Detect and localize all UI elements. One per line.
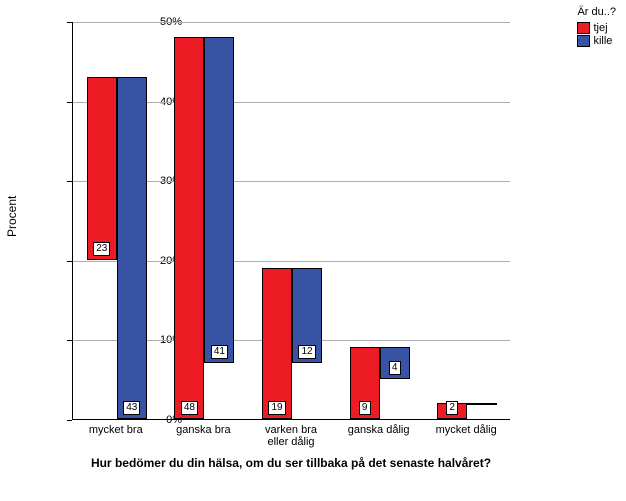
bar-kille: 43 <box>117 77 147 419</box>
bar-value-label: 12 <box>298 345 315 359</box>
bar-tjej: 19 <box>262 268 292 419</box>
bar-group: 2 <box>437 403 497 419</box>
bar-kille: 12 <box>292 268 322 364</box>
plot-area: 234348411912942 <box>72 22 510 420</box>
bar-tjej: 23 <box>87 77 117 260</box>
x-tick-label: ganska bra <box>163 424 243 436</box>
chart-container: Procent 0%10%20%30%40%50% 23434841191294… <box>0 0 626 501</box>
bar-tjej: 48 <box>174 37 204 419</box>
bar-group: 1912 <box>262 268 322 419</box>
x-tick-label: mycket bra <box>76 424 156 436</box>
x-tick-label: ganska dålig <box>339 424 419 436</box>
legend-title: Är du..? <box>577 6 616 18</box>
legend-label: tjej <box>593 22 607 34</box>
bar-value-label: 9 <box>359 401 371 415</box>
legend-label: kille <box>593 35 612 47</box>
x-tick-label: mycket dålig <box>426 424 506 436</box>
legend-swatch <box>577 22 590 34</box>
bar-group: 23 43 <box>87 77 147 419</box>
bar-value-label: 41 <box>211 345 228 359</box>
bar-value-label: 48 <box>181 401 198 415</box>
bar-value-label: 2 <box>446 401 458 415</box>
bar-value-label: 23 <box>93 242 110 256</box>
bar-tjej: 2 <box>437 403 467 419</box>
bar-value-label: 4 <box>389 361 401 375</box>
legend-item-tjej: tjej <box>577 22 616 34</box>
bar-kille: 4 <box>380 347 410 379</box>
bar-kille: 41 <box>204 37 234 363</box>
bar-tjej: 9 <box>350 347 380 419</box>
legend-item-kille: kille <box>577 35 616 47</box>
bar-group: 48 41 <box>174 37 234 419</box>
legend-swatch <box>577 35 590 47</box>
bar-group: 94 <box>350 347 410 419</box>
y-axis-label: Procent <box>5 196 19 237</box>
bar-kille <box>467 403 497 405</box>
bar-value-label: 19 <box>268 401 285 415</box>
x-tick-label: varken braeller dålig <box>251 424 331 448</box>
x-axis-title: Hur bedömer du din hälsa, om du ser till… <box>72 456 510 470</box>
bar-value-label: 43 <box>123 401 140 415</box>
legend: Är du..? tjejkille <box>577 6 616 48</box>
